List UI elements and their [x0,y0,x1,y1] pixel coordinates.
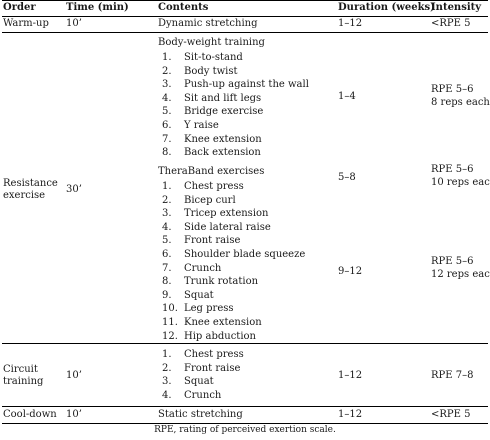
resistance-bottom-rule [2,343,488,344]
bodyweight-duration: 1–4 [338,91,356,102]
circuit-order-line2: training [3,376,44,387]
theraband-intensity-a-line1: RPE 5–6 [431,164,474,175]
header-order: Order [3,2,36,13]
circuit-bottom-rule [2,406,488,407]
warmup-time: 10’ [66,18,82,29]
bodyweight-intensity-line2: 8 reps each [431,97,490,108]
resistance-order-line2: exercise [3,190,46,201]
theraband-title: TheraBand exercises [158,166,265,177]
bodyweight-intensity-line1: RPE 5–6 [431,84,474,95]
table-top-rule [2,0,488,1]
theraband-duration-b: 9–12 [338,266,363,277]
table-bottom-rule [2,423,488,424]
header-duration: Duration (weeks) [338,2,435,13]
warmup-bottom-rule [2,32,488,33]
header-bottom-rule [2,16,488,17]
circuit-order-line1: Circuit [3,364,38,375]
circuit-intensity: RPE 7–8 [431,370,474,381]
header-time: Time (min) [66,2,129,13]
exercise-program-table: Order Time (min) Contents Duration (week… [2,0,490,424]
warmup-order: Warm-up [3,18,49,29]
table-footnote: RPE, rating of perceived exertion scale. [154,425,336,435]
circuit-time: 10’ [66,370,82,381]
cooldown-contents: Static stretching [158,409,243,420]
cooldown-duration: 1–12 [338,409,363,420]
resistance-time: 30’ [66,184,82,195]
header-intensity: Intensity [431,2,482,13]
cooldown-intensity: <RPE 5 [431,409,471,420]
warmup-contents: Dynamic stretching [158,18,258,29]
theraband-intensity-b-line2: 12 reps each [431,269,490,280]
theraband-duration-a: 5–8 [338,172,356,183]
header-contents: Contents [158,2,209,13]
cooldown-order: Cool-down [3,409,57,420]
theraband-intensity-b-line1: RPE 5–6 [431,256,474,267]
circuit-duration: 1–12 [338,370,363,381]
cooldown-time: 10’ [66,409,82,420]
warmup-duration: 1–12 [338,18,363,29]
warmup-intensity: <RPE 5 [431,18,471,29]
theraband-intensity-a-line2: 10 reps each [431,177,490,188]
bodyweight-title: Body-weight training [158,37,265,48]
resistance-order-line1: Resistance [3,178,58,189]
